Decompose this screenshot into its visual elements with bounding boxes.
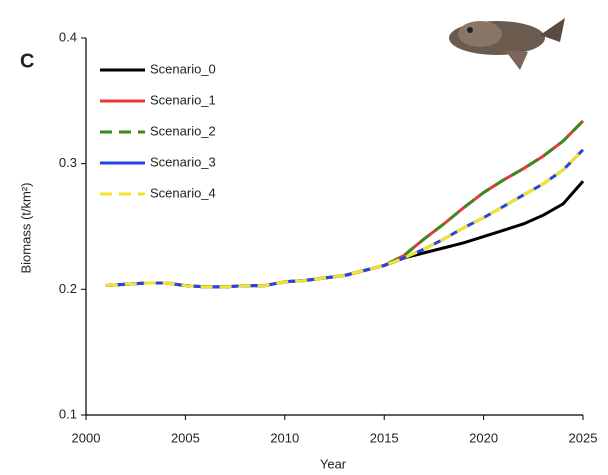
chart: C Year Biomass (t/km²) 0.1 0.2 0.3 0.4 2000 2…: [0, 0, 608, 475]
background: [0, 0, 608, 475]
y-tick-label: 0.2: [59, 281, 77, 296]
x-tick-label: 2025: [569, 430, 598, 445]
x-tick-label: 2000: [72, 430, 101, 445]
y-tick-label: 0.1: [59, 406, 77, 421]
page: C Year Biomass (t/km²) 0.1 0.2 0.3 0.4 2000 2…: [0, 0, 608, 475]
x-tick-label: 2020: [469, 430, 498, 445]
legend-label: Scenario_1: [150, 92, 216, 107]
legend-label: Scenario_4: [150, 185, 216, 200]
y-tick-label: 0.4: [59, 29, 77, 44]
x-axis-label: Year: [320, 456, 347, 471]
y-tick-label: 0.3: [59, 155, 77, 170]
x-tick-label: 2005: [171, 430, 200, 445]
x-tick-label: 2010: [270, 430, 299, 445]
x-tick-label: 2015: [370, 430, 399, 445]
legend-label: Scenario_3: [150, 154, 216, 169]
legend-label: Scenario_2: [150, 123, 216, 138]
legend-label: Scenario_0: [150, 61, 216, 76]
y-axis-label: Biomass (t/km²): [18, 183, 33, 274]
panel-label: C: [20, 50, 34, 72]
